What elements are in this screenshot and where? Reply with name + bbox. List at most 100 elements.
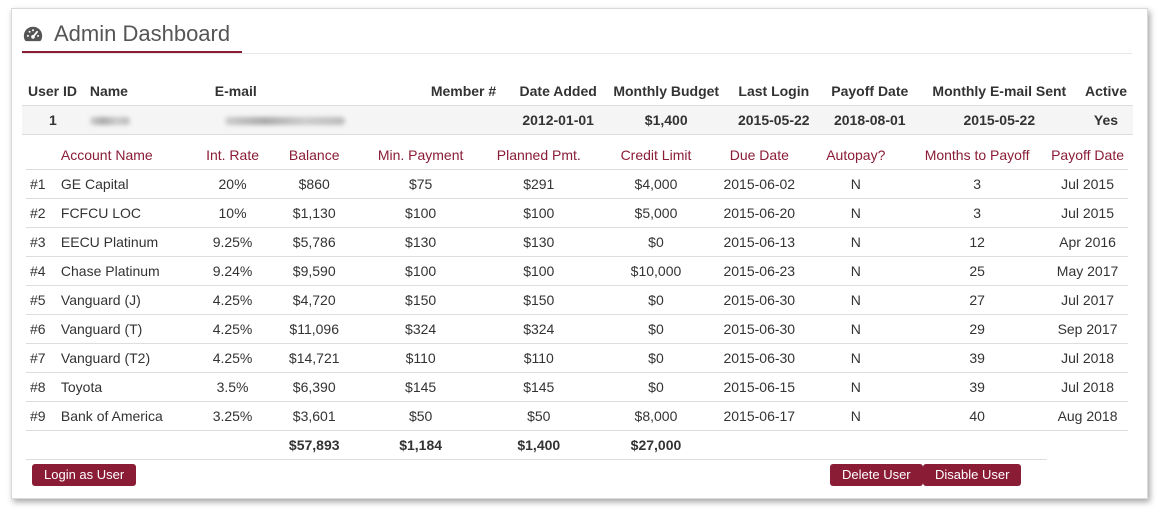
- account-credit-limit: $0: [597, 285, 715, 315]
- col-min-payment: Min. Payment: [361, 141, 480, 170]
- account-autopay: N: [804, 314, 908, 344]
- col-payoff-date: Payoff Date: [819, 77, 920, 106]
- col-row-number: [26, 141, 57, 170]
- account-number: #3: [26, 227, 57, 257]
- total-balance: $57,893: [266, 430, 362, 460]
- account-balance: $1,130: [266, 198, 362, 228]
- account-credit-limit: $0: [597, 227, 715, 257]
- account-min-payment: $50: [361, 401, 480, 431]
- account-autopay: N: [804, 401, 908, 431]
- totals-row: $57,893 $1,184 $1,400 $27,000: [26, 430, 1128, 460]
- user-last-login: 2015-05-22: [727, 105, 820, 135]
- col-int-rate: Int. Rate: [198, 141, 267, 170]
- delete-user-button[interactable]: Delete User: [830, 464, 923, 486]
- account-name: Vanguard (T2): [56, 343, 199, 373]
- col-account-payoff-date: Payoff Date: [1047, 141, 1128, 170]
- account-name: GE Capital: [56, 169, 199, 199]
- account-autopay: N: [804, 169, 908, 199]
- account-min-payment: $110: [361, 343, 480, 373]
- col-balance: Balance: [266, 141, 362, 170]
- account-int-rate: 9.24%: [198, 256, 267, 286]
- account-payoff-date: Jul 2017: [1047, 285, 1128, 315]
- account-name: Vanguard (T): [56, 314, 199, 344]
- account-int-rate: 3.25%: [198, 401, 267, 431]
- col-planned-payment: Planned Pmt.: [479, 141, 598, 170]
- account-row: #8 Toyota 3.5% $6,390 $145 $145 $0 2015-06-15 N 3…: [26, 372, 1128, 402]
- account-autopay: N: [804, 285, 908, 315]
- account-int-rate: 10%: [198, 198, 267, 228]
- total-credit-limit: $27,000: [597, 430, 715, 460]
- totals-spacer: [714, 430, 805, 460]
- account-balance: $4,720: [266, 285, 362, 315]
- account-autopay: N: [804, 343, 908, 373]
- account-number: #6: [26, 314, 57, 344]
- account-credit-limit: $4,000: [597, 169, 715, 199]
- col-due-date: Due Date: [714, 141, 805, 170]
- col-last-login: Last Login: [727, 77, 820, 106]
- account-int-rate: 4.25%: [198, 343, 267, 373]
- account-planned-payment: $110: [479, 343, 598, 373]
- account-balance: $6,390: [266, 372, 362, 402]
- col-active: Active: [1078, 77, 1133, 106]
- page-title-container: Admin Dashboard: [22, 17, 242, 53]
- account-balance: $5,786: [266, 227, 362, 257]
- dashboard-gauge-icon: [23, 26, 43, 42]
- account-payoff-date: Apr 2016: [1047, 227, 1128, 257]
- account-number: #4: [26, 256, 57, 286]
- account-credit-limit: $0: [597, 372, 715, 402]
- disable-user-button[interactable]: Disable User: [923, 464, 1022, 486]
- user-active: Yes: [1078, 105, 1133, 135]
- account-balance: $860: [266, 169, 362, 199]
- account-credit-limit: $5,000: [597, 198, 715, 228]
- account-due-date: 2015-06-13: [714, 227, 805, 257]
- account-row: #3 EECU Platinum 9.25% $5,786 $130 $130 $0 2015…: [26, 227, 1128, 257]
- account-due-date: 2015-06-15: [714, 372, 805, 402]
- account-row: #2 FCFCU LOC 10% $1,130 $100 $100 $5,000 2015-0…: [26, 198, 1128, 228]
- account-due-date: 2015-06-20: [714, 198, 805, 228]
- account-payoff-date: Jul 2015: [1047, 169, 1128, 199]
- account-autopay: N: [804, 256, 908, 286]
- totals-spacer: [26, 430, 57, 460]
- account-due-date: 2015-06-30: [714, 343, 805, 373]
- account-due-date: 2015-06-17: [714, 401, 805, 431]
- col-date-added: Date Added: [511, 77, 605, 106]
- account-months-to-payoff: 29: [907, 314, 1048, 344]
- account-autopay: N: [804, 198, 908, 228]
- account-int-rate: 9.25%: [198, 227, 267, 257]
- totals-spacer: [56, 430, 199, 460]
- account-number: #8: [26, 372, 57, 402]
- account-planned-payment: $145: [479, 372, 598, 402]
- account-name: Toyota: [56, 372, 199, 402]
- account-planned-payment: $130: [479, 227, 598, 257]
- account-payoff-date: Sep 2017: [1047, 314, 1128, 344]
- account-min-payment: $130: [361, 227, 480, 257]
- account-min-payment: $145: [361, 372, 480, 402]
- account-number: #2: [26, 198, 57, 228]
- account-name: EECU Platinum: [56, 227, 199, 257]
- user-header-row: User ID Name E-mail Member # Date Added …: [22, 77, 1133, 106]
- user-payoff-date: 2018-08-01: [819, 105, 920, 135]
- account-autopay: N: [804, 227, 908, 257]
- account-months-to-payoff: 40: [907, 401, 1048, 431]
- account-min-payment: $324: [361, 314, 480, 344]
- account-autopay: N: [804, 372, 908, 402]
- account-due-date: 2015-06-02: [714, 169, 805, 199]
- account-min-payment: $75: [361, 169, 480, 199]
- total-min-payment: $1,184: [361, 430, 480, 460]
- user-member-number: [415, 105, 512, 135]
- account-planned-payment: $324: [479, 314, 598, 344]
- account-credit-limit: $8,000: [597, 401, 715, 431]
- login-as-user-button[interactable]: Login as User: [32, 464, 137, 486]
- total-planned-payment: $1,400: [479, 430, 598, 460]
- account-int-rate: 3.5%: [198, 372, 267, 402]
- account-name: Bank of America: [56, 401, 199, 431]
- account-int-rate: 4.25%: [198, 314, 267, 344]
- account-months-to-payoff: 39: [907, 343, 1048, 373]
- account-planned-payment: $291: [479, 169, 598, 199]
- accounts-header-row: Account Name Int. Rate Balance Min. Paym…: [26, 141, 1128, 170]
- account-int-rate: 4.25%: [198, 285, 267, 315]
- account-row: #6 Vanguard (T) 4.25% $11,096 $324 $324 $0 2015…: [26, 314, 1128, 344]
- account-name: FCFCU LOC: [56, 198, 199, 228]
- col-member-number: Member #: [415, 77, 512, 106]
- totals-spacer: [1047, 431, 1128, 460]
